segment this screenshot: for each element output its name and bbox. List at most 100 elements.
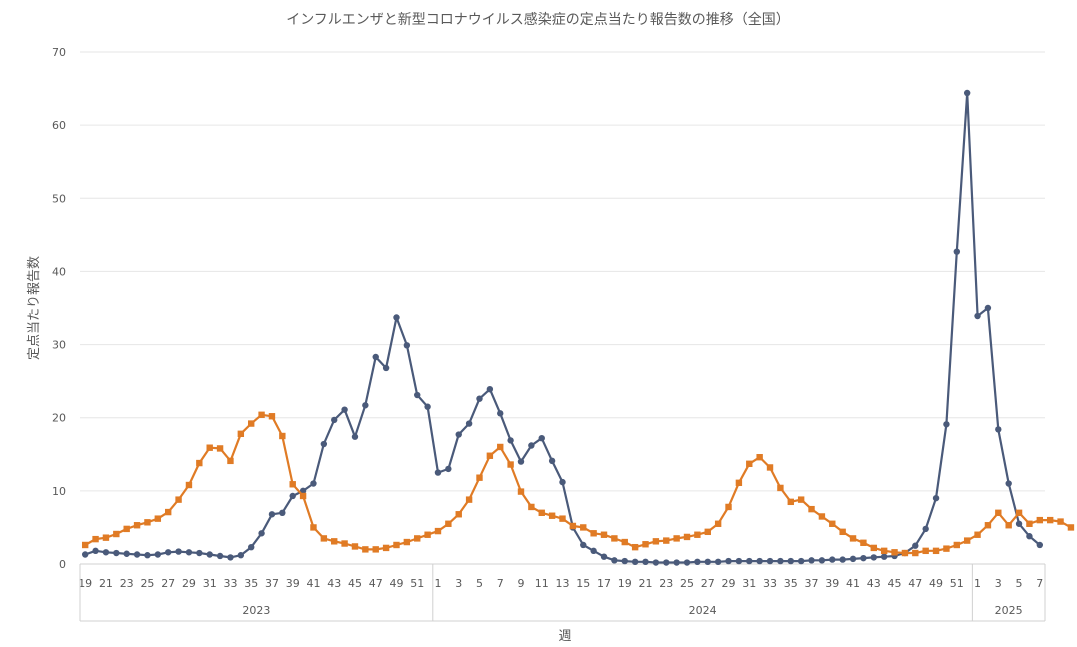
data-point bbox=[403, 342, 411, 349]
data-point bbox=[663, 559, 670, 566]
data-point bbox=[507, 437, 514, 444]
data-point bbox=[984, 304, 992, 312]
y-tick-label: 70 bbox=[52, 46, 66, 59]
data-point bbox=[144, 519, 151, 526]
data-point bbox=[673, 559, 680, 566]
data-point bbox=[974, 531, 981, 538]
data-point bbox=[268, 511, 276, 518]
data-point bbox=[154, 551, 162, 558]
year-group-label: 2023 bbox=[242, 604, 270, 617]
series-layer bbox=[81, 89, 1075, 566]
data-point bbox=[465, 496, 473, 503]
data-point bbox=[694, 531, 701, 538]
data-point bbox=[974, 312, 981, 320]
data-point bbox=[766, 464, 774, 471]
data-point bbox=[517, 488, 525, 495]
x-tick-label: 27 bbox=[161, 577, 175, 590]
x-tick-label: 7 bbox=[497, 577, 504, 590]
data-point bbox=[787, 557, 794, 565]
x-tick-label: 31 bbox=[742, 577, 756, 590]
data-point bbox=[829, 520, 836, 527]
data-point bbox=[984, 522, 992, 529]
data-point bbox=[102, 534, 110, 541]
data-point bbox=[476, 474, 483, 481]
x-tick-label: 5 bbox=[476, 577, 483, 590]
data-point bbox=[445, 465, 452, 473]
data-point bbox=[683, 533, 691, 541]
data-point bbox=[144, 552, 151, 559]
x-tick-label: 21 bbox=[639, 577, 653, 590]
x-tick-label: 23 bbox=[120, 577, 134, 590]
y-tick-label: 60 bbox=[52, 119, 66, 132]
data-point bbox=[777, 557, 784, 565]
data-point bbox=[725, 503, 732, 511]
data-point bbox=[351, 543, 359, 550]
data-point bbox=[331, 416, 338, 424]
data-point bbox=[943, 545, 950, 552]
data-point bbox=[704, 558, 711, 566]
y-tick-label: 30 bbox=[52, 339, 66, 352]
data-point bbox=[642, 558, 649, 566]
x-tick-label: 47 bbox=[908, 577, 922, 590]
year-group-label: 2024 bbox=[689, 604, 717, 617]
data-point bbox=[922, 547, 929, 555]
data-point bbox=[870, 544, 877, 552]
data-point bbox=[185, 549, 193, 556]
data-point bbox=[248, 420, 255, 427]
data-point bbox=[1026, 533, 1033, 540]
data-point bbox=[777, 484, 784, 492]
x-tick-label: 1 bbox=[974, 577, 981, 590]
x-tick-label: 19 bbox=[618, 577, 632, 590]
x-tick-label: 37 bbox=[265, 577, 279, 590]
data-point bbox=[113, 549, 120, 557]
data-point bbox=[528, 442, 535, 449]
x-tick-label: 33 bbox=[223, 577, 237, 590]
data-point bbox=[92, 535, 99, 543]
data-point bbox=[611, 535, 618, 542]
data-point bbox=[320, 535, 328, 542]
x-tick-label: 33 bbox=[763, 577, 777, 590]
data-point bbox=[725, 557, 732, 565]
x-tick-label: 51 bbox=[410, 577, 424, 590]
data-point bbox=[735, 479, 743, 487]
data-point bbox=[714, 558, 722, 566]
data-point bbox=[133, 551, 141, 558]
data-point bbox=[175, 496, 182, 503]
data-point bbox=[455, 431, 462, 438]
data-point bbox=[476, 395, 483, 402]
data-point bbox=[497, 410, 504, 417]
x-tick-label: 31 bbox=[203, 577, 217, 590]
x-tick-label: 21 bbox=[99, 577, 113, 590]
data-point bbox=[1046, 516, 1054, 524]
data-point bbox=[880, 547, 888, 555]
data-point bbox=[1057, 518, 1064, 525]
x-tick-label: 41 bbox=[306, 577, 320, 590]
data-point bbox=[258, 530, 265, 537]
data-point bbox=[362, 546, 369, 553]
x-tick-label: 29 bbox=[182, 577, 196, 590]
data-point bbox=[206, 551, 213, 558]
data-point bbox=[1005, 480, 1012, 487]
x-axis-year-groups: 2023 2024 2025 bbox=[79, 564, 1046, 621]
data-point bbox=[839, 556, 846, 563]
data-point bbox=[279, 509, 286, 516]
data-point bbox=[932, 547, 940, 555]
data-point bbox=[797, 496, 805, 503]
data-point bbox=[995, 426, 1002, 433]
data-point bbox=[154, 515, 162, 522]
data-point bbox=[756, 557, 763, 565]
data-point bbox=[912, 542, 919, 549]
data-point bbox=[849, 555, 857, 563]
data-point bbox=[860, 554, 867, 562]
data-point bbox=[289, 481, 296, 488]
data-point bbox=[631, 543, 639, 551]
data-point bbox=[548, 457, 556, 465]
data-point bbox=[600, 553, 608, 560]
y-tick-label: 20 bbox=[52, 412, 66, 425]
series-line bbox=[84, 91, 1041, 564]
data-point bbox=[580, 524, 587, 531]
y-tick-label: 10 bbox=[52, 485, 66, 498]
data-point bbox=[123, 525, 130, 533]
data-point bbox=[860, 539, 867, 546]
data-point bbox=[943, 421, 950, 428]
